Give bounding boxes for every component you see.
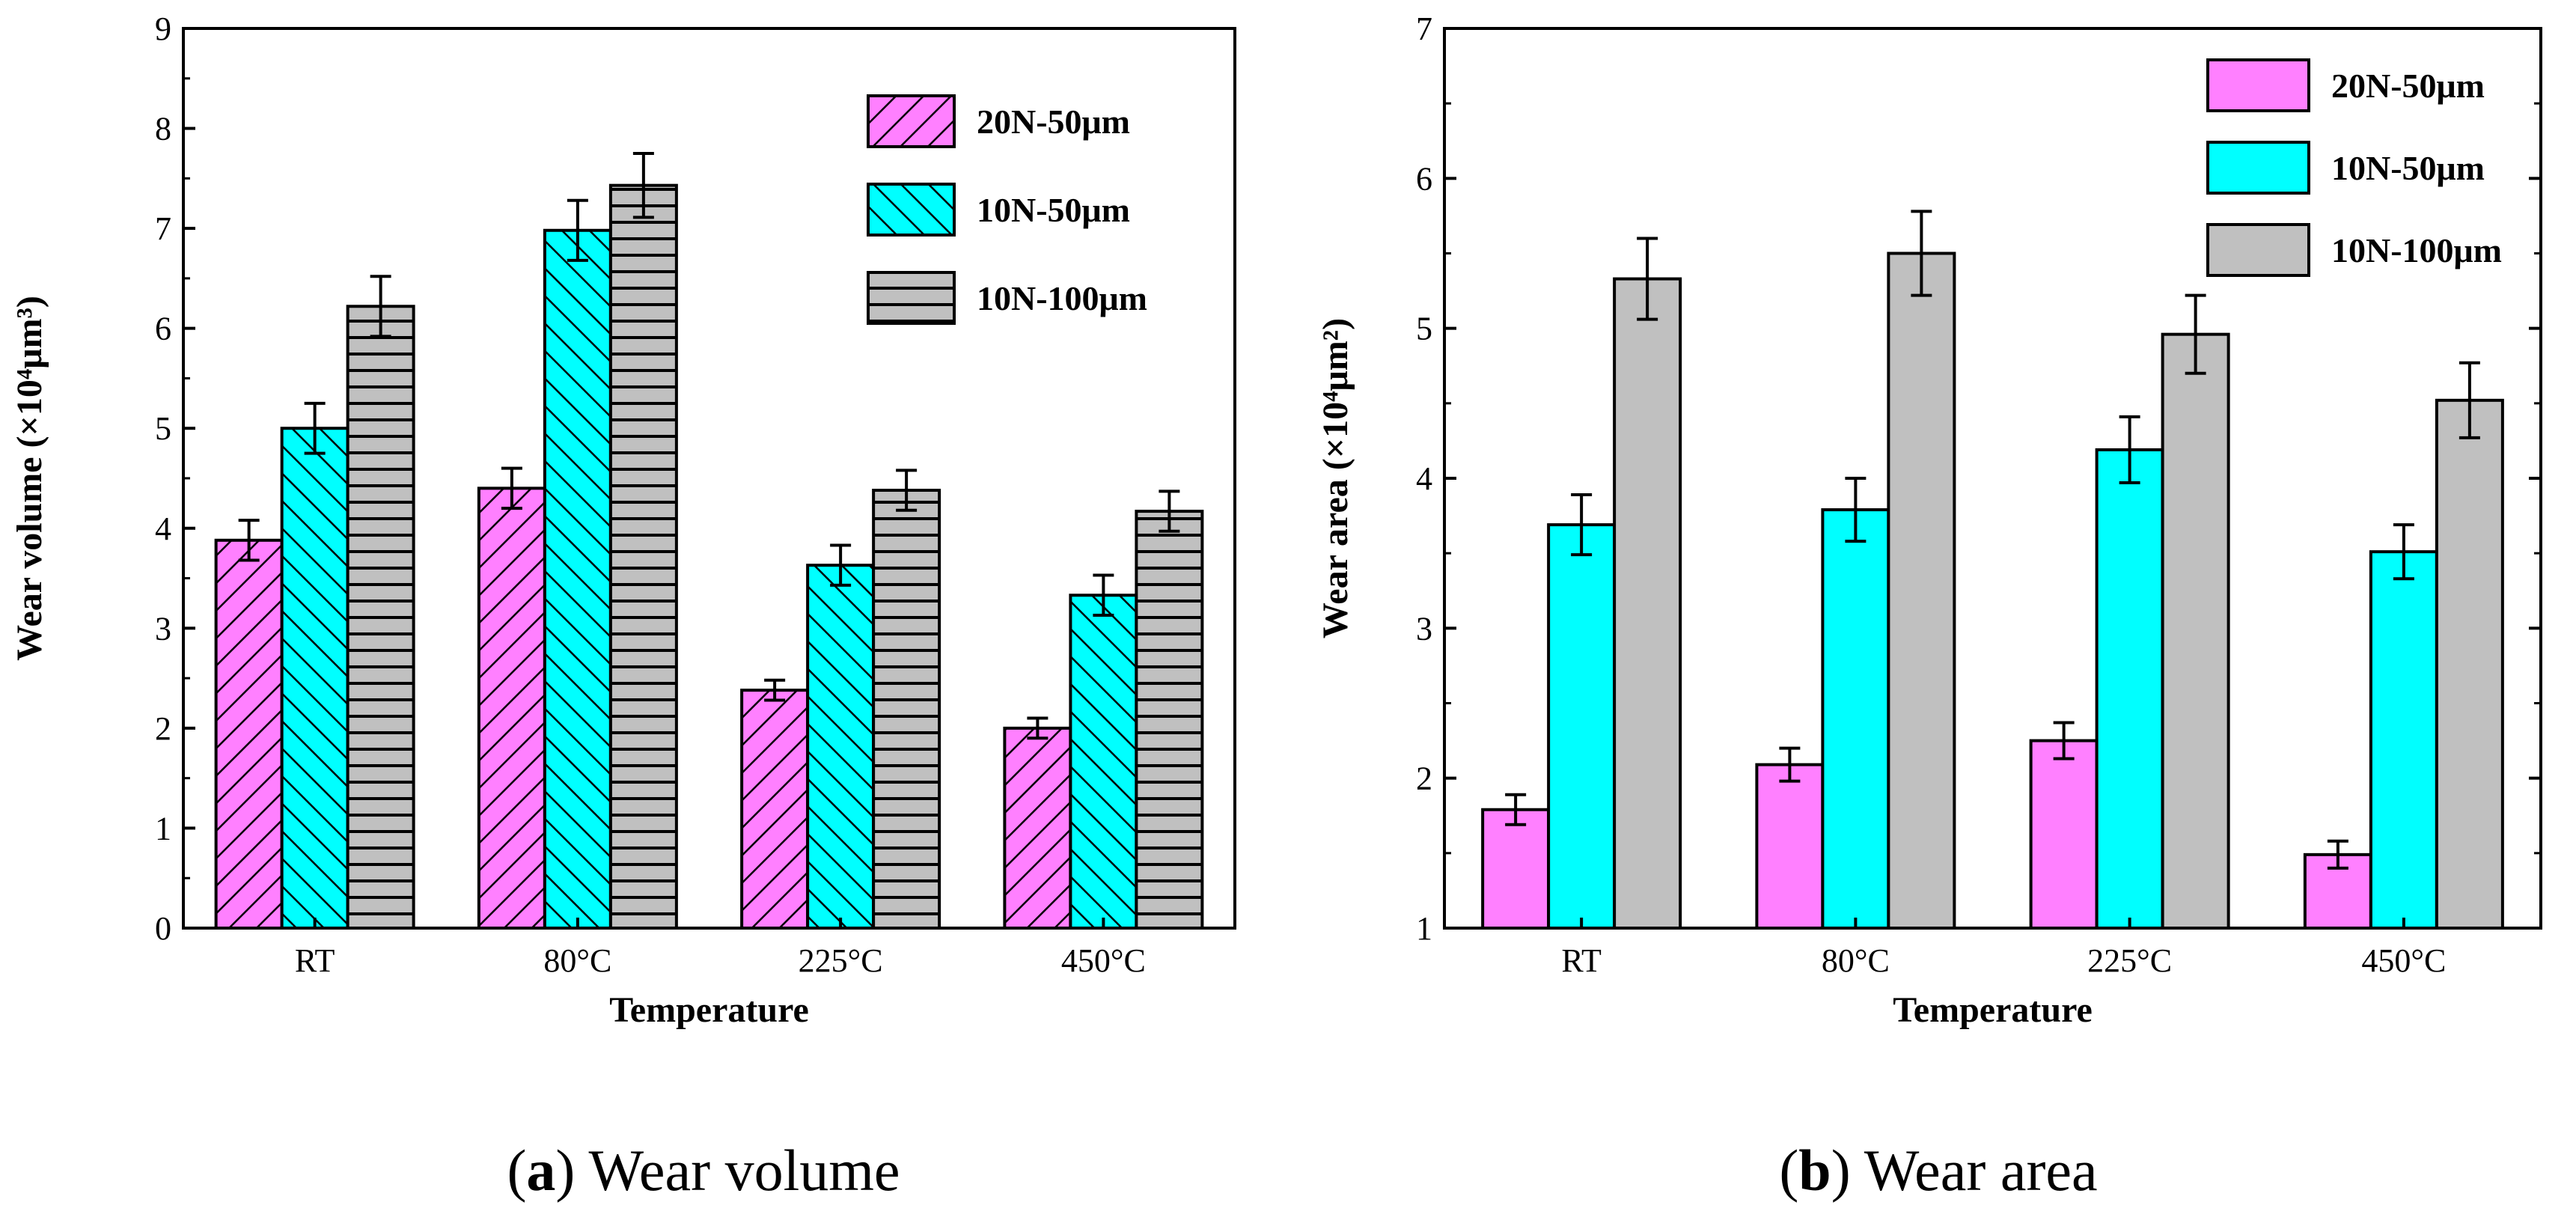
bar-1-0-3 bbox=[2303, 852, 2372, 930]
error-bar-0-0-1 bbox=[501, 466, 522, 510]
legend-swatch-0-1 bbox=[867, 183, 956, 237]
bar-0-1-1 bbox=[543, 228, 612, 930]
legend-label-0-2: 10N-100μm bbox=[977, 279, 1147, 317]
legend-label-1-2: 10N-100μm bbox=[2331, 231, 2502, 269]
error-bar-1-1-2 bbox=[2119, 415, 2140, 485]
x-tick-label-0-3: 450°C bbox=[1061, 942, 1146, 979]
error-bar-0-0-3 bbox=[1027, 716, 1049, 740]
y-tick-label-1-0: 1 bbox=[1416, 910, 1432, 947]
error-bar-0-1-3 bbox=[1093, 573, 1114, 617]
error-bar-1-1-3 bbox=[2393, 523, 2414, 581]
error-bar-1-0-0 bbox=[1505, 793, 1527, 826]
y-tick-label-0-1: 1 bbox=[155, 810, 171, 847]
y-tick-label-1-3: 4 bbox=[1416, 460, 1432, 497]
error-bar-1-1-1 bbox=[1845, 477, 1867, 543]
y-tick-label-1-1: 2 bbox=[1416, 760, 1432, 797]
y-tick-label-1-6: 7 bbox=[1416, 10, 1432, 47]
chart-wear-volume: 0 1 2 3 4 5 6 7 8 9 RT 80°C 225°C 450°C Temperature Wea… bbox=[10, 10, 1236, 1030]
error-bar-0-1-2 bbox=[830, 543, 852, 587]
legend-label-1-0: 20N-50μm bbox=[2331, 67, 2485, 105]
chart-wear-area: 1 2 3 4 5 6 7 RT 80°C 225°C 450°C Temperature Wear a… bbox=[1316, 10, 2542, 1030]
legend-swatch-1-0 bbox=[2206, 58, 2310, 112]
y-tick-label-0-9: 9 bbox=[155, 10, 171, 47]
bar-1-1-2 bbox=[2095, 448, 2164, 930]
error-bar-0-0-2 bbox=[764, 678, 786, 702]
legend-label-0-0: 20N-50μm bbox=[977, 103, 1130, 141]
error-bar-1-2-1 bbox=[1911, 210, 1932, 297]
error-bar-0-2-2 bbox=[896, 469, 918, 512]
y-tick-label-0-4: 4 bbox=[155, 510, 171, 547]
caption-b: (b) Wear area bbox=[1779, 1138, 2097, 1203]
y-axis-label-0: Wear volume (×10⁴μm³) bbox=[10, 296, 49, 661]
bar-0-2-1 bbox=[608, 183, 678, 930]
bar-0-2-2 bbox=[872, 489, 941, 930]
bar-0-1-2 bbox=[806, 564, 876, 930]
bar-1-2-2 bbox=[2161, 332, 2230, 930]
y-tick-label-0-3: 3 bbox=[155, 610, 171, 647]
x-tick-label-0-1: 80°C bbox=[543, 942, 611, 979]
y-tick-label-0-7: 7 bbox=[155, 210, 171, 247]
x-tick-label-0-2: 225°C bbox=[799, 942, 883, 979]
y-axis-label-1: Wear area (×10⁴μm²) bbox=[1316, 318, 1355, 638]
legend-label-0-1: 10N-50μm bbox=[977, 191, 1130, 229]
error-bar-1-2-0 bbox=[1637, 237, 1658, 321]
legend-swatch-0-2 bbox=[867, 271, 956, 325]
y-tick-label-0-5: 5 bbox=[155, 410, 171, 447]
x-axis-label-0: Temperature bbox=[609, 990, 809, 1030]
bar-0-0-3 bbox=[1003, 726, 1072, 930]
error-bar-0-2-3 bbox=[1159, 489, 1180, 533]
error-bar-1-0-2 bbox=[2053, 721, 2075, 760]
error-bar-0-0-0 bbox=[238, 519, 260, 562]
y-tick-label-0-8: 8 bbox=[155, 111, 171, 147]
bar-1-1-0 bbox=[1547, 523, 1617, 930]
caption-a: (a) Wear volume bbox=[507, 1138, 900, 1203]
error-bar-1-2-3 bbox=[2459, 361, 2480, 439]
x-tick-label-1-2: 225°C bbox=[2087, 942, 2172, 979]
error-bar-1-2-2 bbox=[2185, 293, 2206, 375]
bar-1-0-2 bbox=[2029, 739, 2099, 930]
bar-0-1-3 bbox=[1069, 594, 1138, 930]
bar-1-2-0 bbox=[1613, 277, 1682, 930]
error-bar-0-2-0 bbox=[370, 275, 391, 338]
bar-1-2-3 bbox=[2435, 398, 2504, 930]
y-tick-label-0-0: 0 bbox=[155, 910, 171, 947]
bar-1-2-1 bbox=[1887, 251, 1956, 930]
bar-0-2-0 bbox=[346, 305, 415, 930]
error-bar-1-1-0 bbox=[1571, 493, 1593, 557]
bar-0-2-3 bbox=[1135, 510, 1204, 930]
x-tick-label-1-1: 80°C bbox=[1822, 942, 1890, 979]
y-tick-label-1-4: 5 bbox=[1416, 311, 1432, 347]
error-bar-1-0-1 bbox=[1779, 746, 1801, 783]
error-bar-0-2-1 bbox=[632, 151, 654, 219]
bar-0-0-0 bbox=[214, 538, 284, 930]
bar-1-1-3 bbox=[2369, 550, 2438, 930]
legend-label-1-1: 10N-50μm bbox=[2331, 149, 2485, 187]
x-tick-label-1-3: 450°C bbox=[2361, 942, 2446, 979]
y-tick-label-0-6: 6 bbox=[155, 311, 171, 347]
x-tick-label-0-0: RT bbox=[295, 942, 335, 979]
y-tick-label-1-5: 6 bbox=[1416, 160, 1432, 197]
bar-1-0-1 bbox=[1755, 763, 1825, 930]
x-axis-label-1: Temperature bbox=[1893, 990, 2093, 1030]
bar-0-1-0 bbox=[280, 427, 350, 930]
y-tick-label-0-2: 2 bbox=[155, 710, 171, 747]
bar-0-0-2 bbox=[740, 689, 810, 930]
bar-1-1-1 bbox=[1821, 508, 1890, 930]
error-bar-1-0-3 bbox=[2327, 839, 2348, 870]
x-tick-label-1-0: RT bbox=[1561, 942, 1602, 979]
bar-0-0-1 bbox=[477, 487, 546, 930]
legend-swatch-0-0 bbox=[867, 94, 956, 148]
bar-1-0-0 bbox=[1481, 808, 1551, 930]
legend-swatch-1-1 bbox=[2206, 141, 2310, 195]
error-bar-0-1-0 bbox=[304, 401, 326, 455]
y-tick-label-1-2: 3 bbox=[1416, 610, 1432, 647]
error-bar-0-1-1 bbox=[567, 198, 588, 262]
legend-swatch-1-2 bbox=[2206, 223, 2310, 277]
